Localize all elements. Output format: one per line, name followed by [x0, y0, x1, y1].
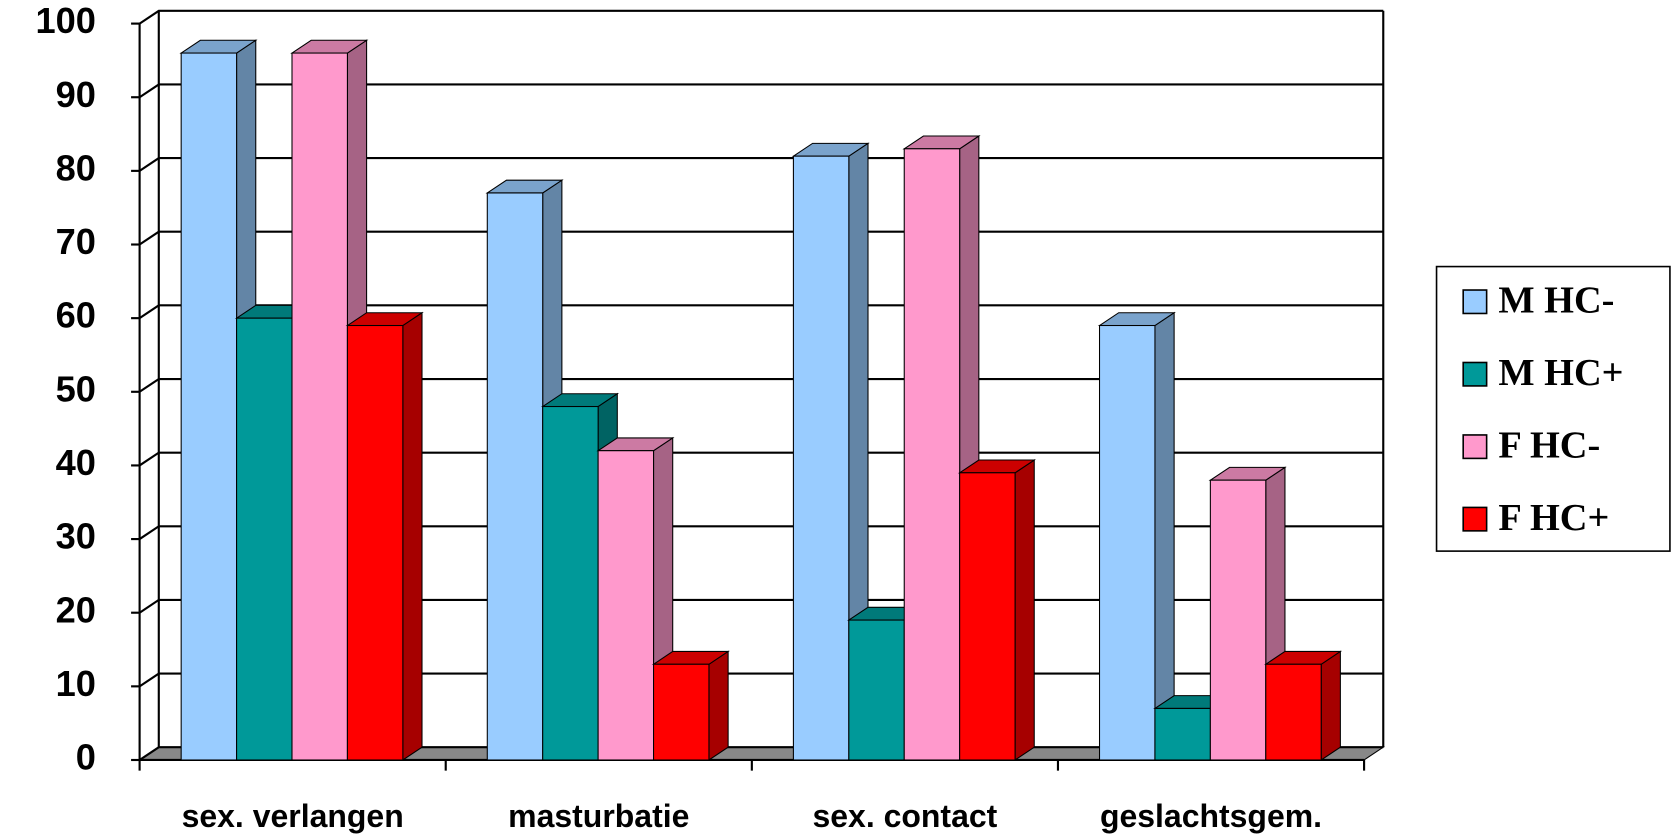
y-tick-label: 100 [35, 0, 95, 41]
bar [792, 155, 850, 761]
bar [236, 317, 293, 761]
x-tick-label: geslachtsgem. [1100, 798, 1322, 834]
bar [959, 472, 1016, 761]
y-tick-label: 50 [56, 368, 96, 409]
x-tick-label: sex. contact [813, 798, 998, 834]
bar [597, 450, 655, 761]
legend-swatch [1462, 289, 1488, 315]
y-tick-label: 30 [56, 516, 96, 557]
legend-label: M HC+ [1498, 352, 1623, 394]
y-tick-label: 70 [56, 221, 96, 262]
y-tick-label: 80 [56, 147, 96, 188]
bar-side [1320, 650, 1341, 761]
x-tick-label: sex. verlangen [182, 798, 404, 834]
legend-label: F HC- [1498, 425, 1600, 467]
bar [486, 192, 544, 761]
y-tick-label: 40 [56, 442, 96, 483]
legend-swatch [1462, 506, 1488, 532]
bar [653, 663, 710, 761]
y-tick-label: 90 [56, 74, 96, 115]
bar-side [1154, 311, 1175, 761]
bar [542, 405, 599, 761]
bar [1209, 479, 1267, 761]
bar [1154, 707, 1211, 761]
y-tick-label: 60 [56, 295, 96, 336]
bar [180, 52, 238, 761]
legend-swatch [1462, 361, 1488, 387]
legend-swatch [1462, 434, 1488, 460]
bar-side [708, 650, 729, 761]
y-tick-label: 10 [56, 663, 96, 704]
bar [1265, 663, 1322, 761]
bar [848, 619, 905, 761]
bar [346, 324, 404, 761]
x-tick-label: masturbatie [508, 798, 689, 834]
grid-line [139, 9, 1384, 25]
bar [1098, 324, 1156, 761]
bar [291, 52, 348, 761]
y-tick-label: 20 [56, 589, 96, 630]
bar [903, 148, 961, 761]
y-tick-label: 0 [76, 737, 96, 778]
bar-side [1014, 459, 1035, 761]
grid-line [139, 83, 1384, 99]
legend-label: F HC+ [1498, 497, 1609, 539]
legend-label: M HC- [1498, 280, 1614, 322]
bar-side [402, 311, 423, 761]
